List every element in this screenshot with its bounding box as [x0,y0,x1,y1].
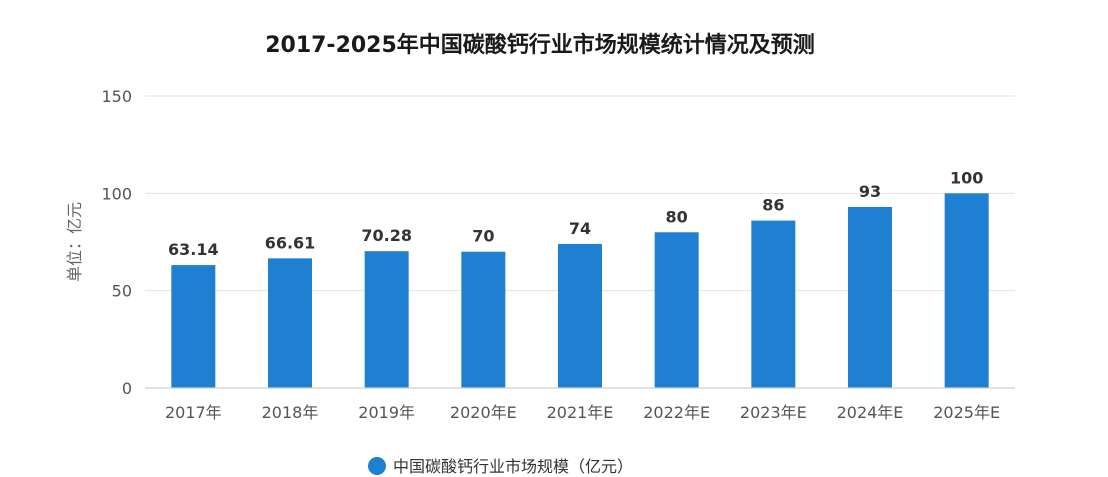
data-label: 63.14 [168,240,219,259]
data-label: 80 [666,207,688,226]
legend-swatch-icon [368,457,386,475]
data-label: 70 [472,227,494,246]
x-tick-label: 2023年E [740,403,807,422]
y-tick-label: 100 [101,184,132,203]
bar[interactable] [268,258,312,388]
bar[interactable] [461,251,506,388]
bar[interactable] [751,220,796,388]
legend[interactable]: 中国碳酸钙行业市场规模（亿元） [368,457,633,476]
x-tick-label: 2022年E [643,403,710,422]
y-tick-label: 0 [122,379,132,398]
x-tick-label: 2020年E [450,403,517,422]
x-tick-label: 2021年E [547,403,614,422]
y-tick-label: 150 [101,87,132,106]
x-tick-label: 2018年 [262,403,319,422]
chart-title: 2017-2025年中国碳酸钙行业市场规模统计情况及预测 [265,32,815,58]
data-label: 86 [762,196,784,215]
data-label: 70.28 [361,226,412,245]
x-tick-label: 2017年 [165,403,222,422]
data-label: 66.61 [265,233,316,252]
bar[interactable] [654,232,699,388]
x-tick-label: 2024年E [837,403,904,422]
bar[interactable] [848,206,892,388]
bar[interactable] [364,251,409,388]
data-label: 93 [859,182,881,201]
data-labels: 63.14 66.61 70.28 70 74 80 86 93 100 [168,168,983,259]
x-axis-ticks: 2017年 2018年 2019年 2020年E 2021年E 2022年E 2023年E 2… [165,403,1000,422]
x-tick-label: 2019年 [358,403,415,422]
y-axis-ticks: 0 50 100 150 [101,87,132,398]
data-label: 100 [950,168,983,187]
bar[interactable] [944,193,989,388]
y-tick-label: 50 [112,282,132,301]
bars [171,193,989,388]
data-label: 74 [569,219,591,238]
legend-label: 中国碳酸钙行业市场规模（亿元） [393,457,633,476]
x-tick-label: 2025年E [933,403,1000,422]
bar[interactable] [171,265,216,388]
y-axis-label: 单位：亿元 [65,202,84,282]
bar[interactable] [558,243,602,388]
